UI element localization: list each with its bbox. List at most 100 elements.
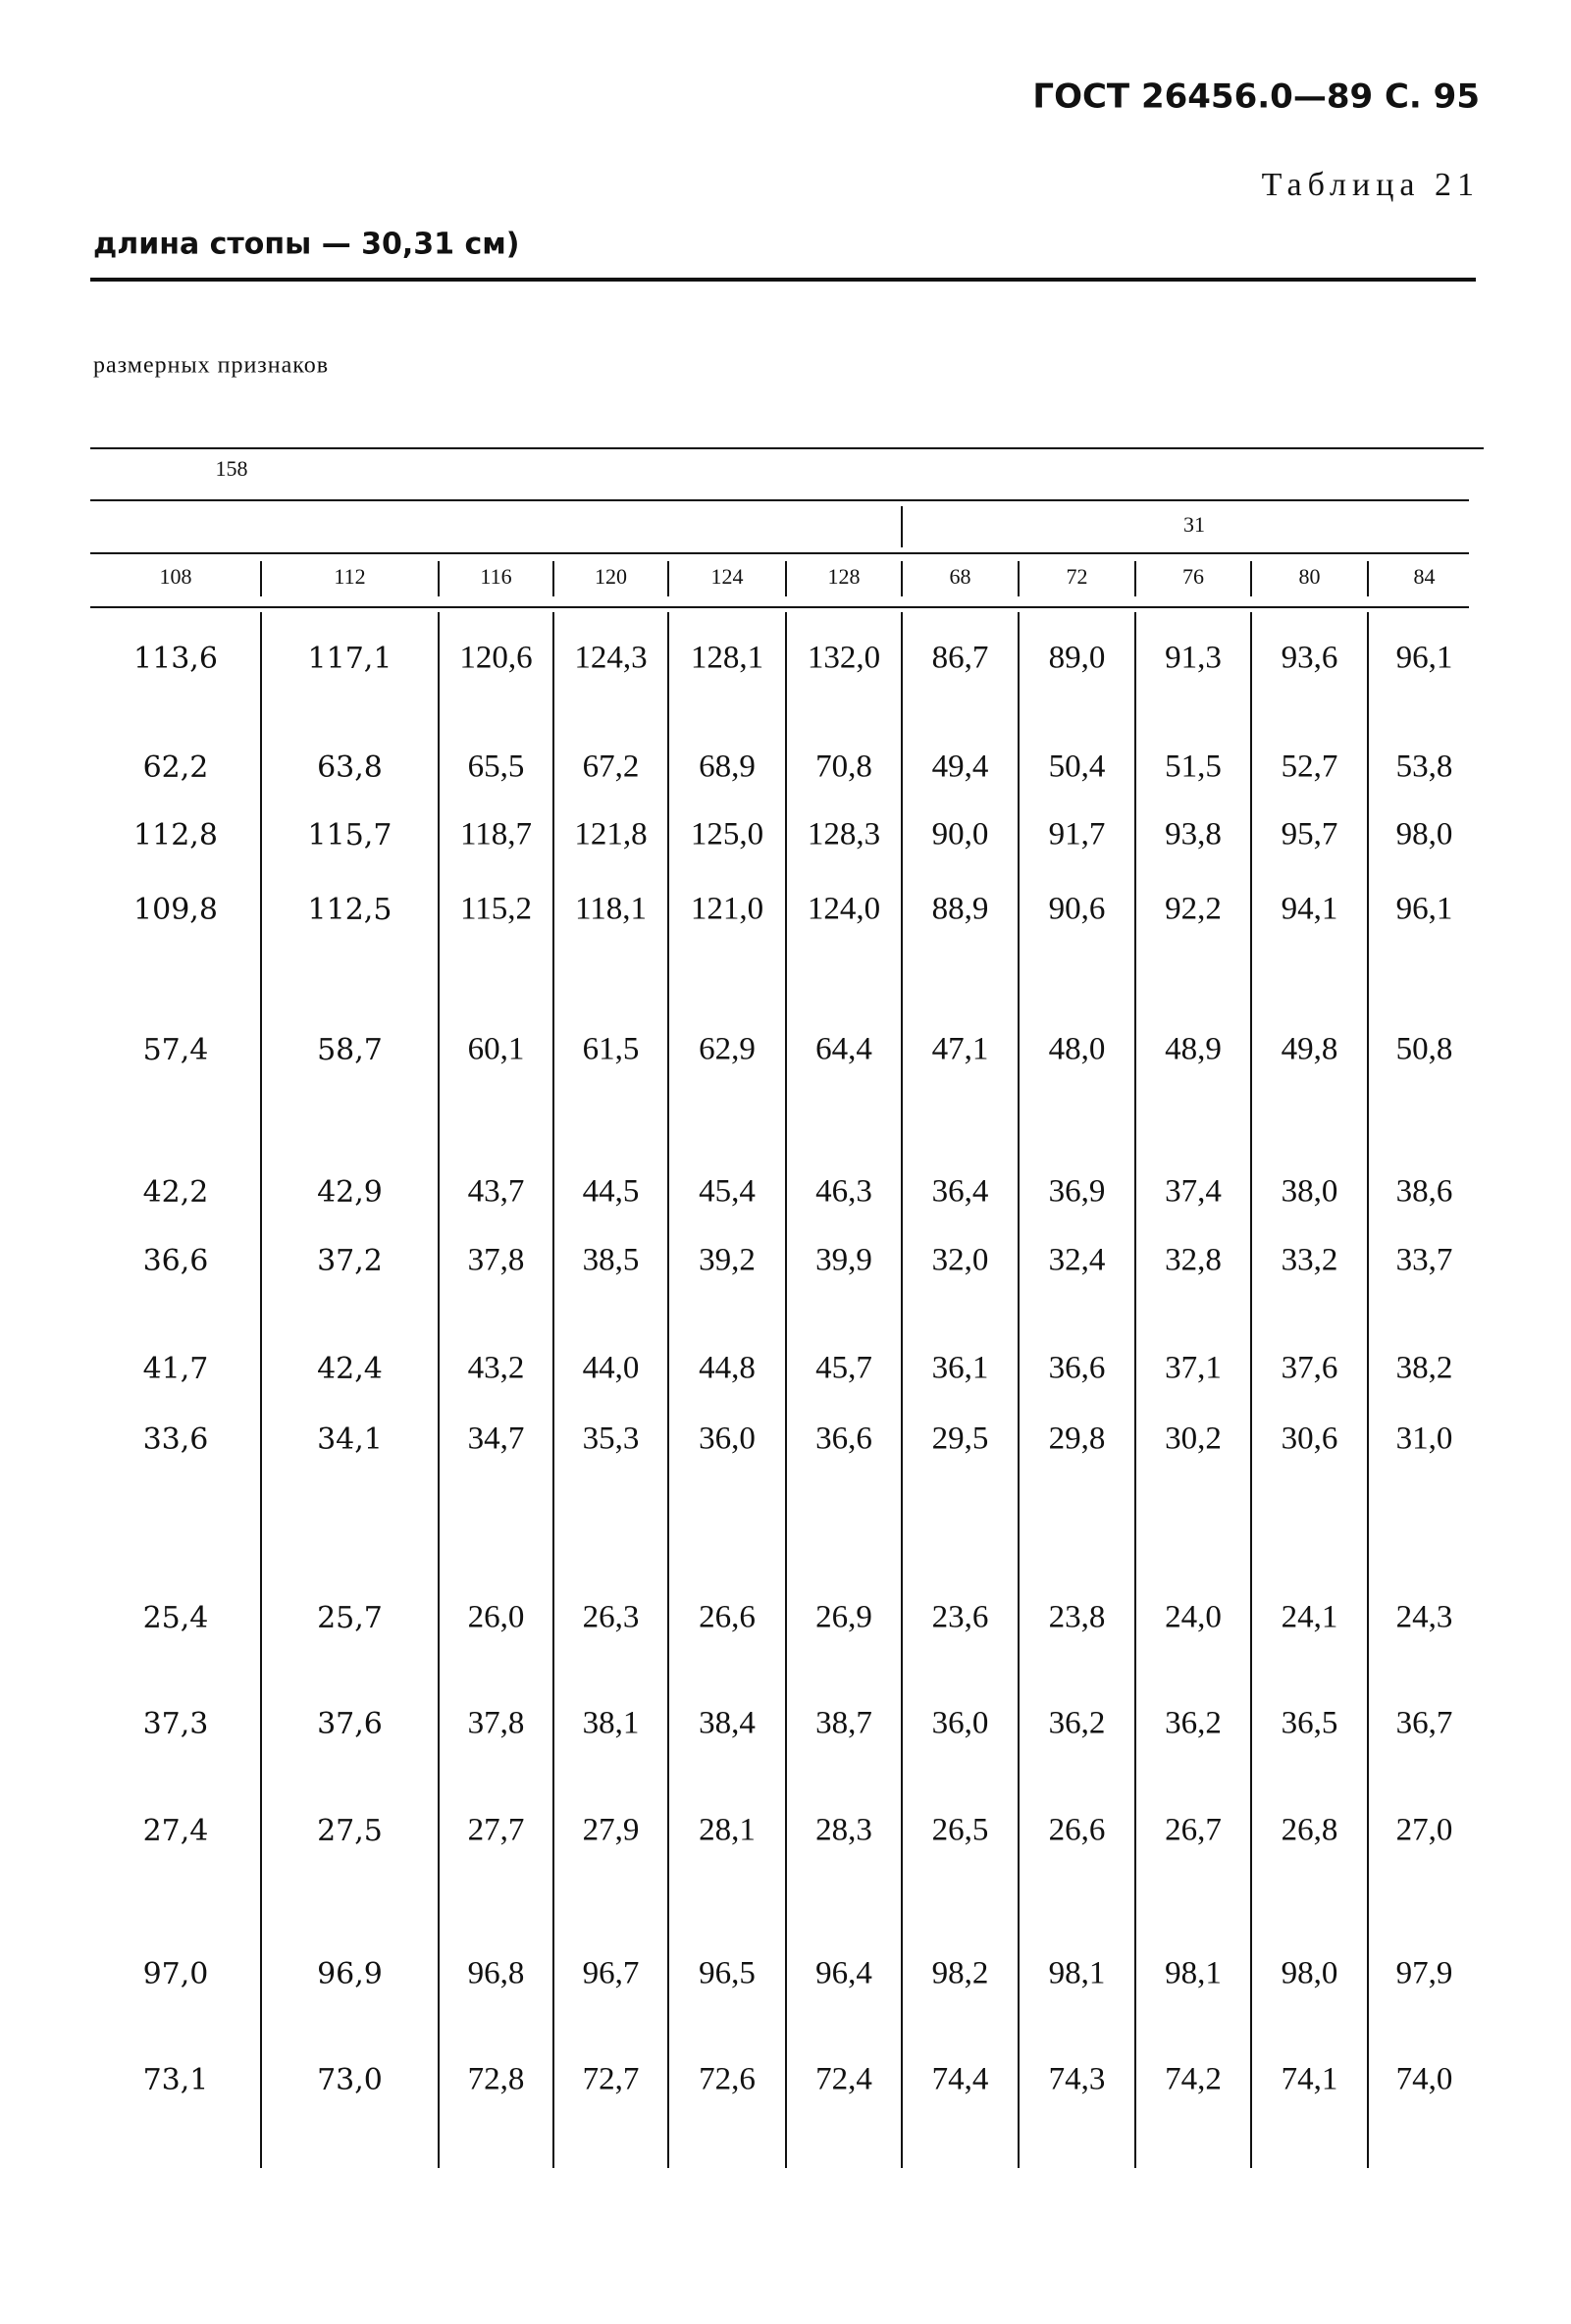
cell: 33,2 (1282, 1243, 1338, 1278)
cell: 96,8 (468, 1956, 525, 1991)
cell: 72,4 (815, 2062, 872, 2097)
cell: 28,3 (815, 1813, 872, 1848)
cell: 36,6 (1049, 1351, 1106, 1386)
cell: 61,5 (583, 1032, 640, 1067)
cell: 27,9 (583, 1813, 640, 1848)
cell: 27,0 (1396, 1813, 1453, 1848)
cell: 43,7 (468, 1174, 525, 1210)
cell: 37,8 (468, 1706, 525, 1741)
cell: 74,2 (1165, 2062, 1222, 2097)
cell: 26,5 (932, 1813, 989, 1848)
subtitle: размерных признаков (93, 353, 329, 379)
cell: 96,7 (583, 1956, 640, 1991)
cell: 118,1 (575, 892, 647, 927)
cell: 26,0 (468, 1600, 525, 1635)
cell: 128,1 (691, 641, 763, 676)
cell: 44,8 (699, 1351, 756, 1386)
cell: 98,1 (1049, 1956, 1106, 1991)
cell: 98,0 (1396, 817, 1453, 852)
cell: 36,0 (932, 1706, 989, 1741)
cell: 36,9 (1049, 1174, 1106, 1210)
cell: 92,2 (1165, 892, 1222, 927)
cell: 96,9 (317, 1957, 383, 1991)
cell: 63,8 (317, 750, 383, 785)
cell: 32,0 (932, 1243, 989, 1278)
cell: 112,8 (133, 818, 218, 852)
cell: 38,5 (583, 1243, 640, 1278)
cell: 45,7 (815, 1351, 872, 1386)
cell: 70,8 (815, 749, 872, 785)
cell: 26,9 (815, 1600, 872, 1635)
cell: 38,2 (1396, 1351, 1453, 1386)
cell: 67,2 (583, 749, 640, 785)
cell: 96,1 (1396, 641, 1453, 676)
cell: 36,6 (143, 1244, 209, 1278)
cell: 41,7 (143, 1352, 209, 1386)
cell: 89,0 (1049, 641, 1106, 676)
cell: 33,7 (1396, 1243, 1453, 1278)
cell: 42,9 (317, 1175, 383, 1210)
cell: 124,3 (574, 641, 647, 676)
cell: 95,7 (1282, 817, 1338, 852)
cell: 26,6 (699, 1600, 756, 1635)
cell: 51,5 (1165, 749, 1222, 785)
cell: 32,4 (1049, 1243, 1106, 1278)
cell: 29,8 (1049, 1421, 1106, 1457)
cell: 62,2 (143, 750, 209, 785)
cell: 44,5 (583, 1174, 640, 1210)
cell: 96,4 (815, 1956, 872, 1991)
cell: 98,0 (1282, 1956, 1338, 1991)
cell: 29,5 (932, 1421, 989, 1457)
cell: 23,6 (932, 1600, 989, 1635)
cell: 74,4 (932, 2062, 989, 2097)
cell: 43,2 (468, 1351, 525, 1386)
cell: 112,5 (308, 893, 393, 927)
cell: 93,8 (1165, 817, 1222, 852)
cell: 28,1 (699, 1813, 756, 1848)
cell: 30,2 (1165, 1421, 1222, 1457)
cell: 115,7 (308, 818, 393, 852)
cell: 27,5 (317, 1814, 383, 1848)
cell: 38,0 (1282, 1174, 1338, 1210)
cell: 33,6 (143, 1422, 209, 1457)
cell: 128,3 (808, 817, 880, 852)
cell: 91,3 (1165, 641, 1222, 676)
cell: 68,9 (699, 749, 756, 785)
cell: 36,2 (1049, 1706, 1106, 1741)
cell: 50,4 (1049, 749, 1106, 785)
cell: 118,7 (460, 817, 532, 852)
column-header: 108 (160, 564, 192, 589)
cell: 42,4 (317, 1352, 383, 1386)
cell: 74,3 (1049, 2062, 1106, 2097)
cell: 97,9 (1396, 1956, 1453, 1991)
cell: 37,1 (1165, 1351, 1222, 1386)
column-header: 120 (595, 564, 627, 589)
cell: 38,7 (815, 1706, 872, 1741)
cell: 36,4 (932, 1174, 989, 1210)
cell: 26,8 (1282, 1813, 1338, 1848)
cell: 113,6 (133, 642, 218, 676)
cell: 120,6 (459, 641, 532, 676)
cell: 91,7 (1049, 817, 1106, 852)
cell: 48,0 (1049, 1032, 1106, 1067)
cell: 37,6 (317, 1707, 383, 1741)
cell: 124,0 (808, 892, 880, 927)
table-caption: Таблица 21 (1262, 167, 1480, 203)
cell: 47,1 (932, 1032, 989, 1067)
cell: 121,0 (691, 892, 763, 927)
column-header: 124 (711, 564, 744, 589)
cell: 25,7 (317, 1601, 383, 1635)
cell: 57,4 (143, 1033, 209, 1067)
cell: 36,7 (1396, 1706, 1453, 1741)
page-header: ГОСТ 26456.0—89 С. 95 (1032, 77, 1480, 117)
cell: 44,0 (583, 1351, 640, 1386)
cell: 36,5 (1282, 1706, 1338, 1741)
cell: 37,2 (317, 1244, 383, 1278)
cell: 24,3 (1396, 1600, 1453, 1635)
cell: 36,1 (932, 1351, 989, 1386)
cell: 90,0 (932, 817, 989, 852)
cell: 88,9 (932, 892, 989, 927)
cell: 60,1 (468, 1032, 525, 1067)
group-header: 158 (216, 456, 248, 481)
cell: 24,1 (1282, 1600, 1338, 1635)
